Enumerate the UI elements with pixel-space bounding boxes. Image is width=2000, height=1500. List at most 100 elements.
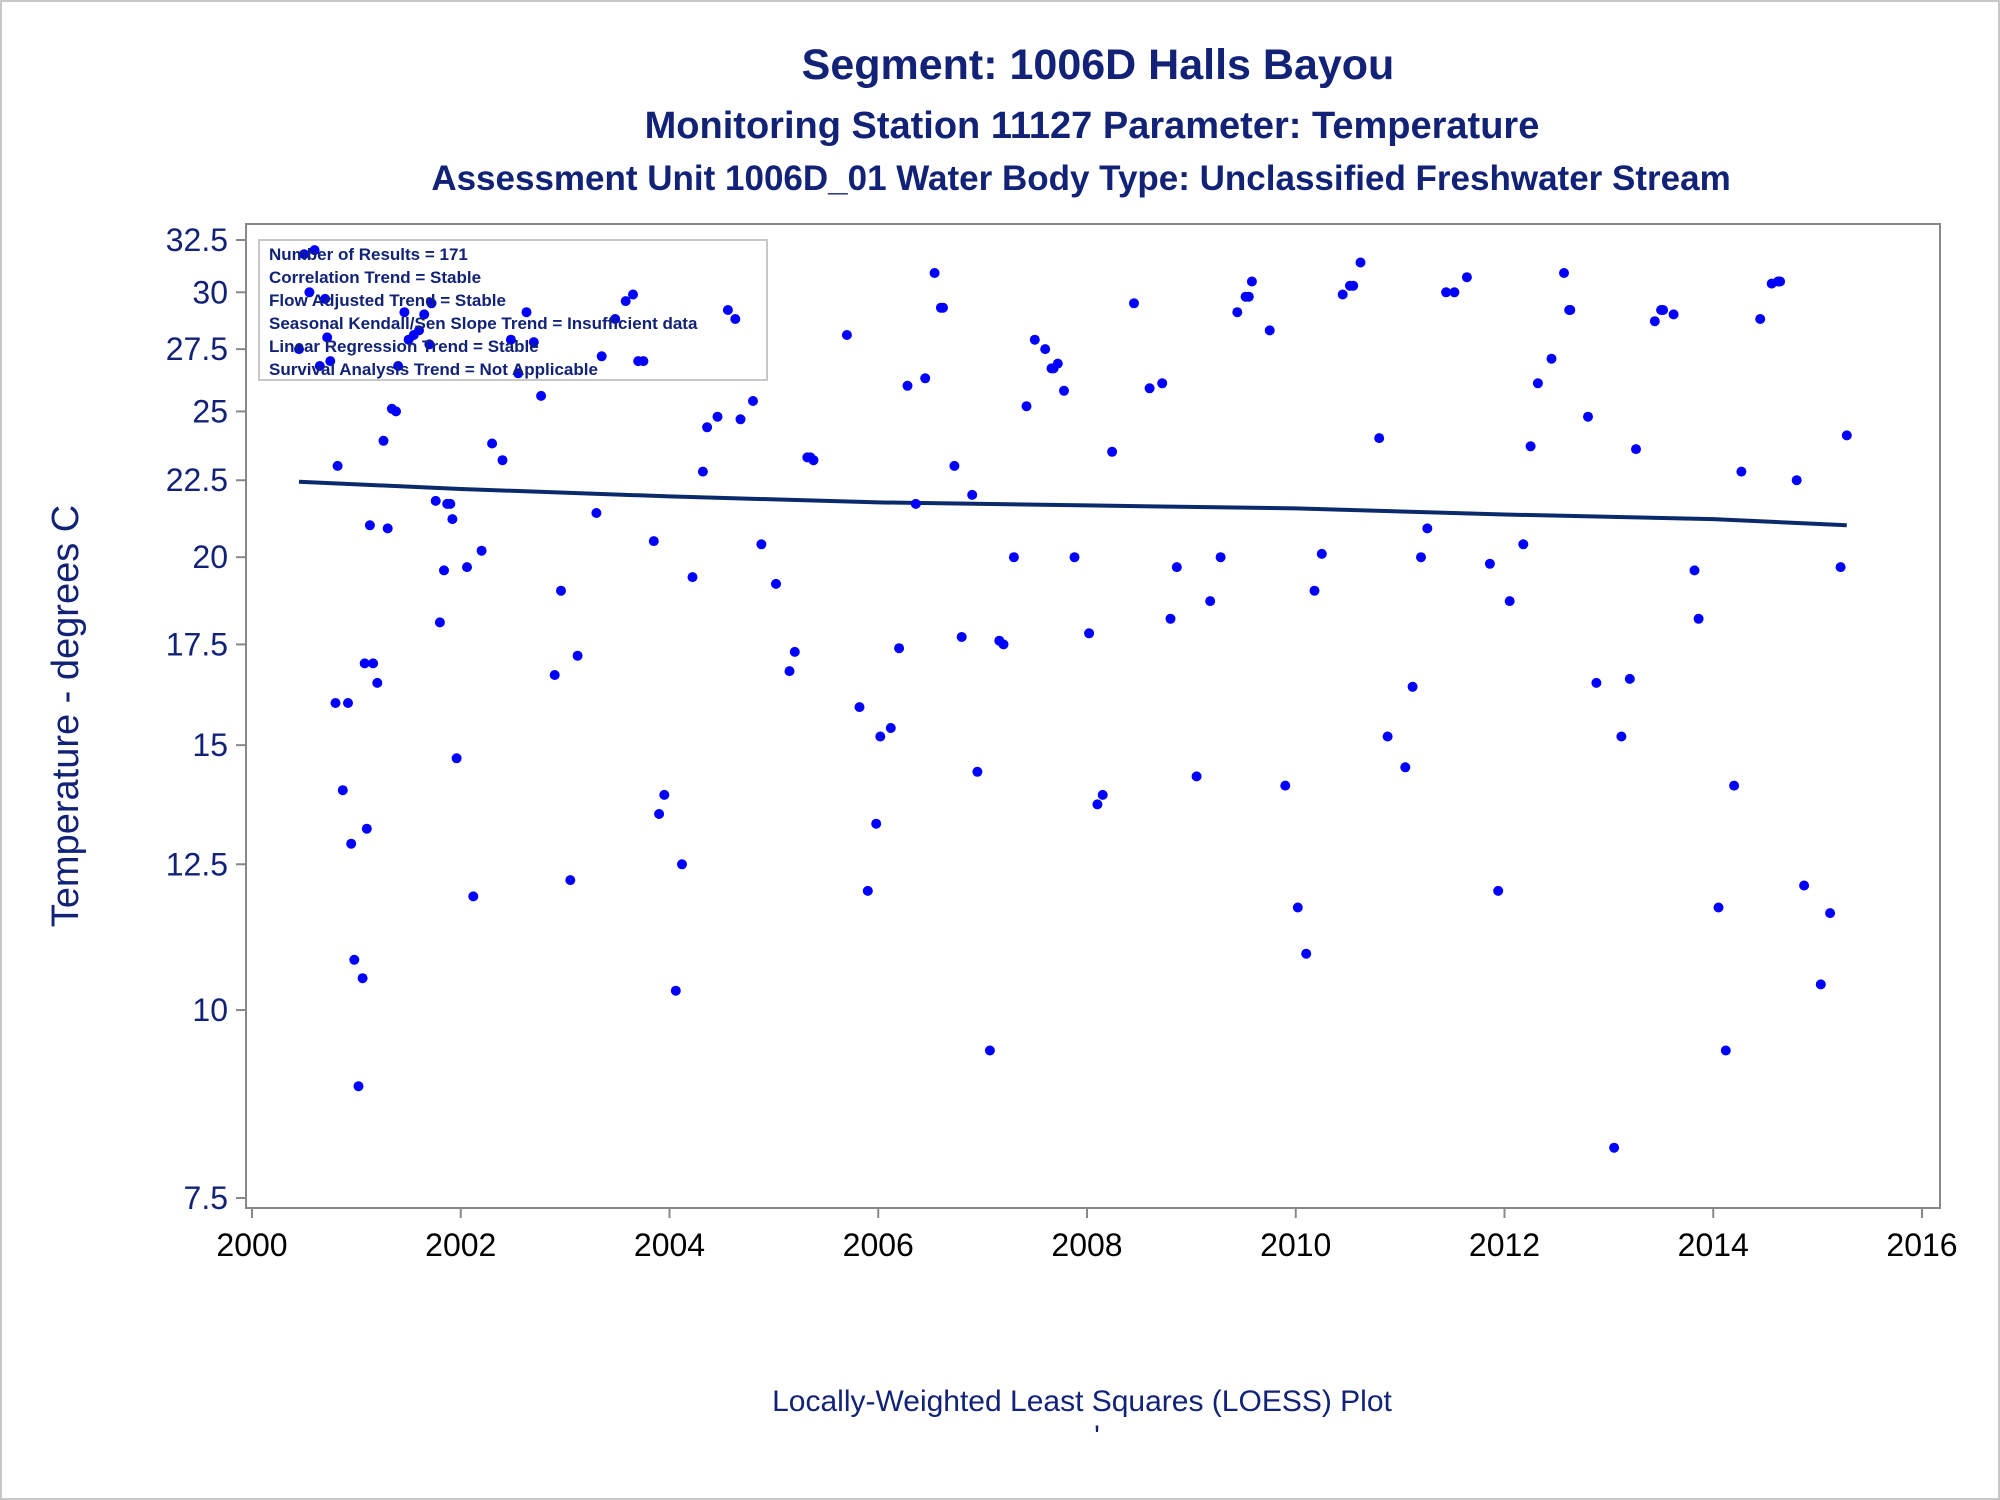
inset-seasonal-kendall-trend: Seasonal Kendall/Sen Slope Trend = Insuf…: [269, 314, 698, 333]
data-point: [1029, 334, 1040, 345]
data-point: [910, 498, 921, 509]
data-point: [722, 305, 733, 315]
footnote: Locally-Weighted Least Squares (LOESS) P…: [772, 1385, 1392, 1418]
data-point: [929, 268, 940, 278]
data-point: [1059, 385, 1069, 396]
data-point: [337, 785, 348, 796]
data-point: [1755, 314, 1766, 324]
y-tick-label: 10: [192, 992, 228, 1028]
data-point: [1232, 307, 1243, 318]
data-point: [528, 337, 539, 348]
data-point: [949, 460, 960, 471]
data-point: [1008, 552, 1019, 563]
y-tick-label: 15: [192, 727, 228, 763]
data-point: [462, 562, 472, 573]
data-point: [325, 356, 336, 367]
data-point: [854, 702, 865, 713]
data-point: [414, 325, 424, 336]
data-point: [521, 307, 532, 318]
data-point: [1546, 353, 1557, 364]
data-point: [1382, 731, 1393, 742]
data-point: [771, 578, 781, 589]
data-point: [591, 508, 602, 518]
data-point: [393, 361, 404, 371]
data-point: [956, 632, 967, 642]
y-tick-label: 17.5: [166, 626, 228, 662]
data-point: [1280, 780, 1291, 791]
data-point: [1092, 799, 1103, 810]
data-point: [735, 414, 746, 425]
data-point: [687, 572, 698, 583]
data-point: [1689, 565, 1700, 576]
data-point: [1799, 880, 1810, 891]
data-point: [1835, 562, 1846, 573]
data-point: [998, 639, 1009, 650]
data-point: [1461, 272, 1472, 283]
data-point: [712, 411, 723, 422]
data-point: [1157, 378, 1168, 389]
inset-survival-analysis-trend: Survival Analysis Trend = Not Applicable: [269, 360, 598, 379]
loess-trend: [298, 479, 1847, 528]
data-point: [1441, 287, 1452, 298]
chart-title: Segment: 1006D Halls Bayou: [802, 41, 1395, 89]
x-axis: 2000 2002 2004 2006 2008 2010 2012 2014 2016: [216, 1208, 1958, 1263]
data-point: [314, 361, 325, 371]
data-point: [1107, 446, 1118, 457]
data-point: [505, 334, 516, 345]
data-point: [426, 298, 437, 309]
data-point: [1518, 539, 1529, 550]
data-point: [1422, 523, 1433, 534]
data-point: [1048, 363, 1059, 374]
data-point: [610, 314, 621, 324]
data-point: [1525, 441, 1536, 452]
data-point: [730, 314, 741, 324]
data-point: [862, 885, 873, 896]
data-point: [670, 985, 681, 996]
data-point: [920, 373, 931, 384]
data-point: [1631, 444, 1641, 455]
data-point: [648, 536, 659, 547]
data-point: [1815, 979, 1826, 990]
data-point: [885, 723, 896, 733]
x-tick-label: 2016: [1886, 1227, 1957, 1263]
x-tick-label: 2006: [843, 1227, 914, 1263]
data-point: [468, 891, 479, 902]
data-point: [1301, 948, 1312, 959]
data-point: [1021, 401, 1032, 412]
stats-inset: Number of Results = 171 Correlation Tren…: [258, 239, 768, 381]
data-point: [935, 302, 946, 313]
x-tick-label: 2012: [1469, 1227, 1540, 1263]
data-point: [1656, 305, 1667, 315]
data-point: [1449, 287, 1460, 298]
data-point: [1624, 673, 1635, 684]
data-point: [1407, 681, 1418, 692]
data-point: [1693, 613, 1704, 624]
data-point: [1205, 596, 1216, 607]
x-tick-label: 2010: [1260, 1227, 1331, 1263]
data-point: [902, 380, 913, 391]
y-axis-label: Temperature - degrees C: [45, 505, 87, 927]
data-point: [1144, 383, 1155, 394]
data-point: [1191, 771, 1202, 782]
data-point: [1292, 902, 1303, 913]
y-tick-label: 32.5: [166, 222, 228, 258]
inset-number-of-results: Number of Results = 171: [269, 245, 468, 264]
data-point: [497, 455, 508, 466]
data-point: [1337, 289, 1348, 300]
data-point: [1616, 731, 1627, 742]
data-point: [382, 523, 393, 534]
data-point: [343, 698, 353, 708]
data-point: [1773, 276, 1783, 287]
data-point: [549, 670, 560, 680]
data-point: [309, 245, 320, 256]
x-tick-label: 2008: [1051, 1227, 1122, 1263]
data-point: [654, 809, 665, 819]
data-point: [1316, 548, 1327, 559]
data-point: [789, 646, 800, 657]
data-point: [451, 753, 462, 764]
data-point: [364, 520, 375, 531]
y-tick-label: 27.5: [166, 331, 228, 367]
data-point: [1564, 305, 1575, 315]
loess-line: [298, 479, 1847, 528]
y-axis: 7.5 10 12.5 15 17.5 20 22.5 25 27.5 30 32.5: [166, 222, 246, 1216]
